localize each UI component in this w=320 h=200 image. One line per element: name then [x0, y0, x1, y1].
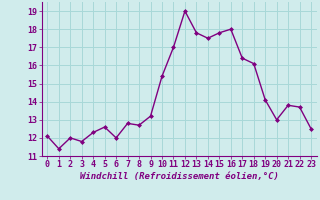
X-axis label: Windchill (Refroidissement éolien,°C): Windchill (Refroidissement éolien,°C) — [80, 172, 279, 181]
